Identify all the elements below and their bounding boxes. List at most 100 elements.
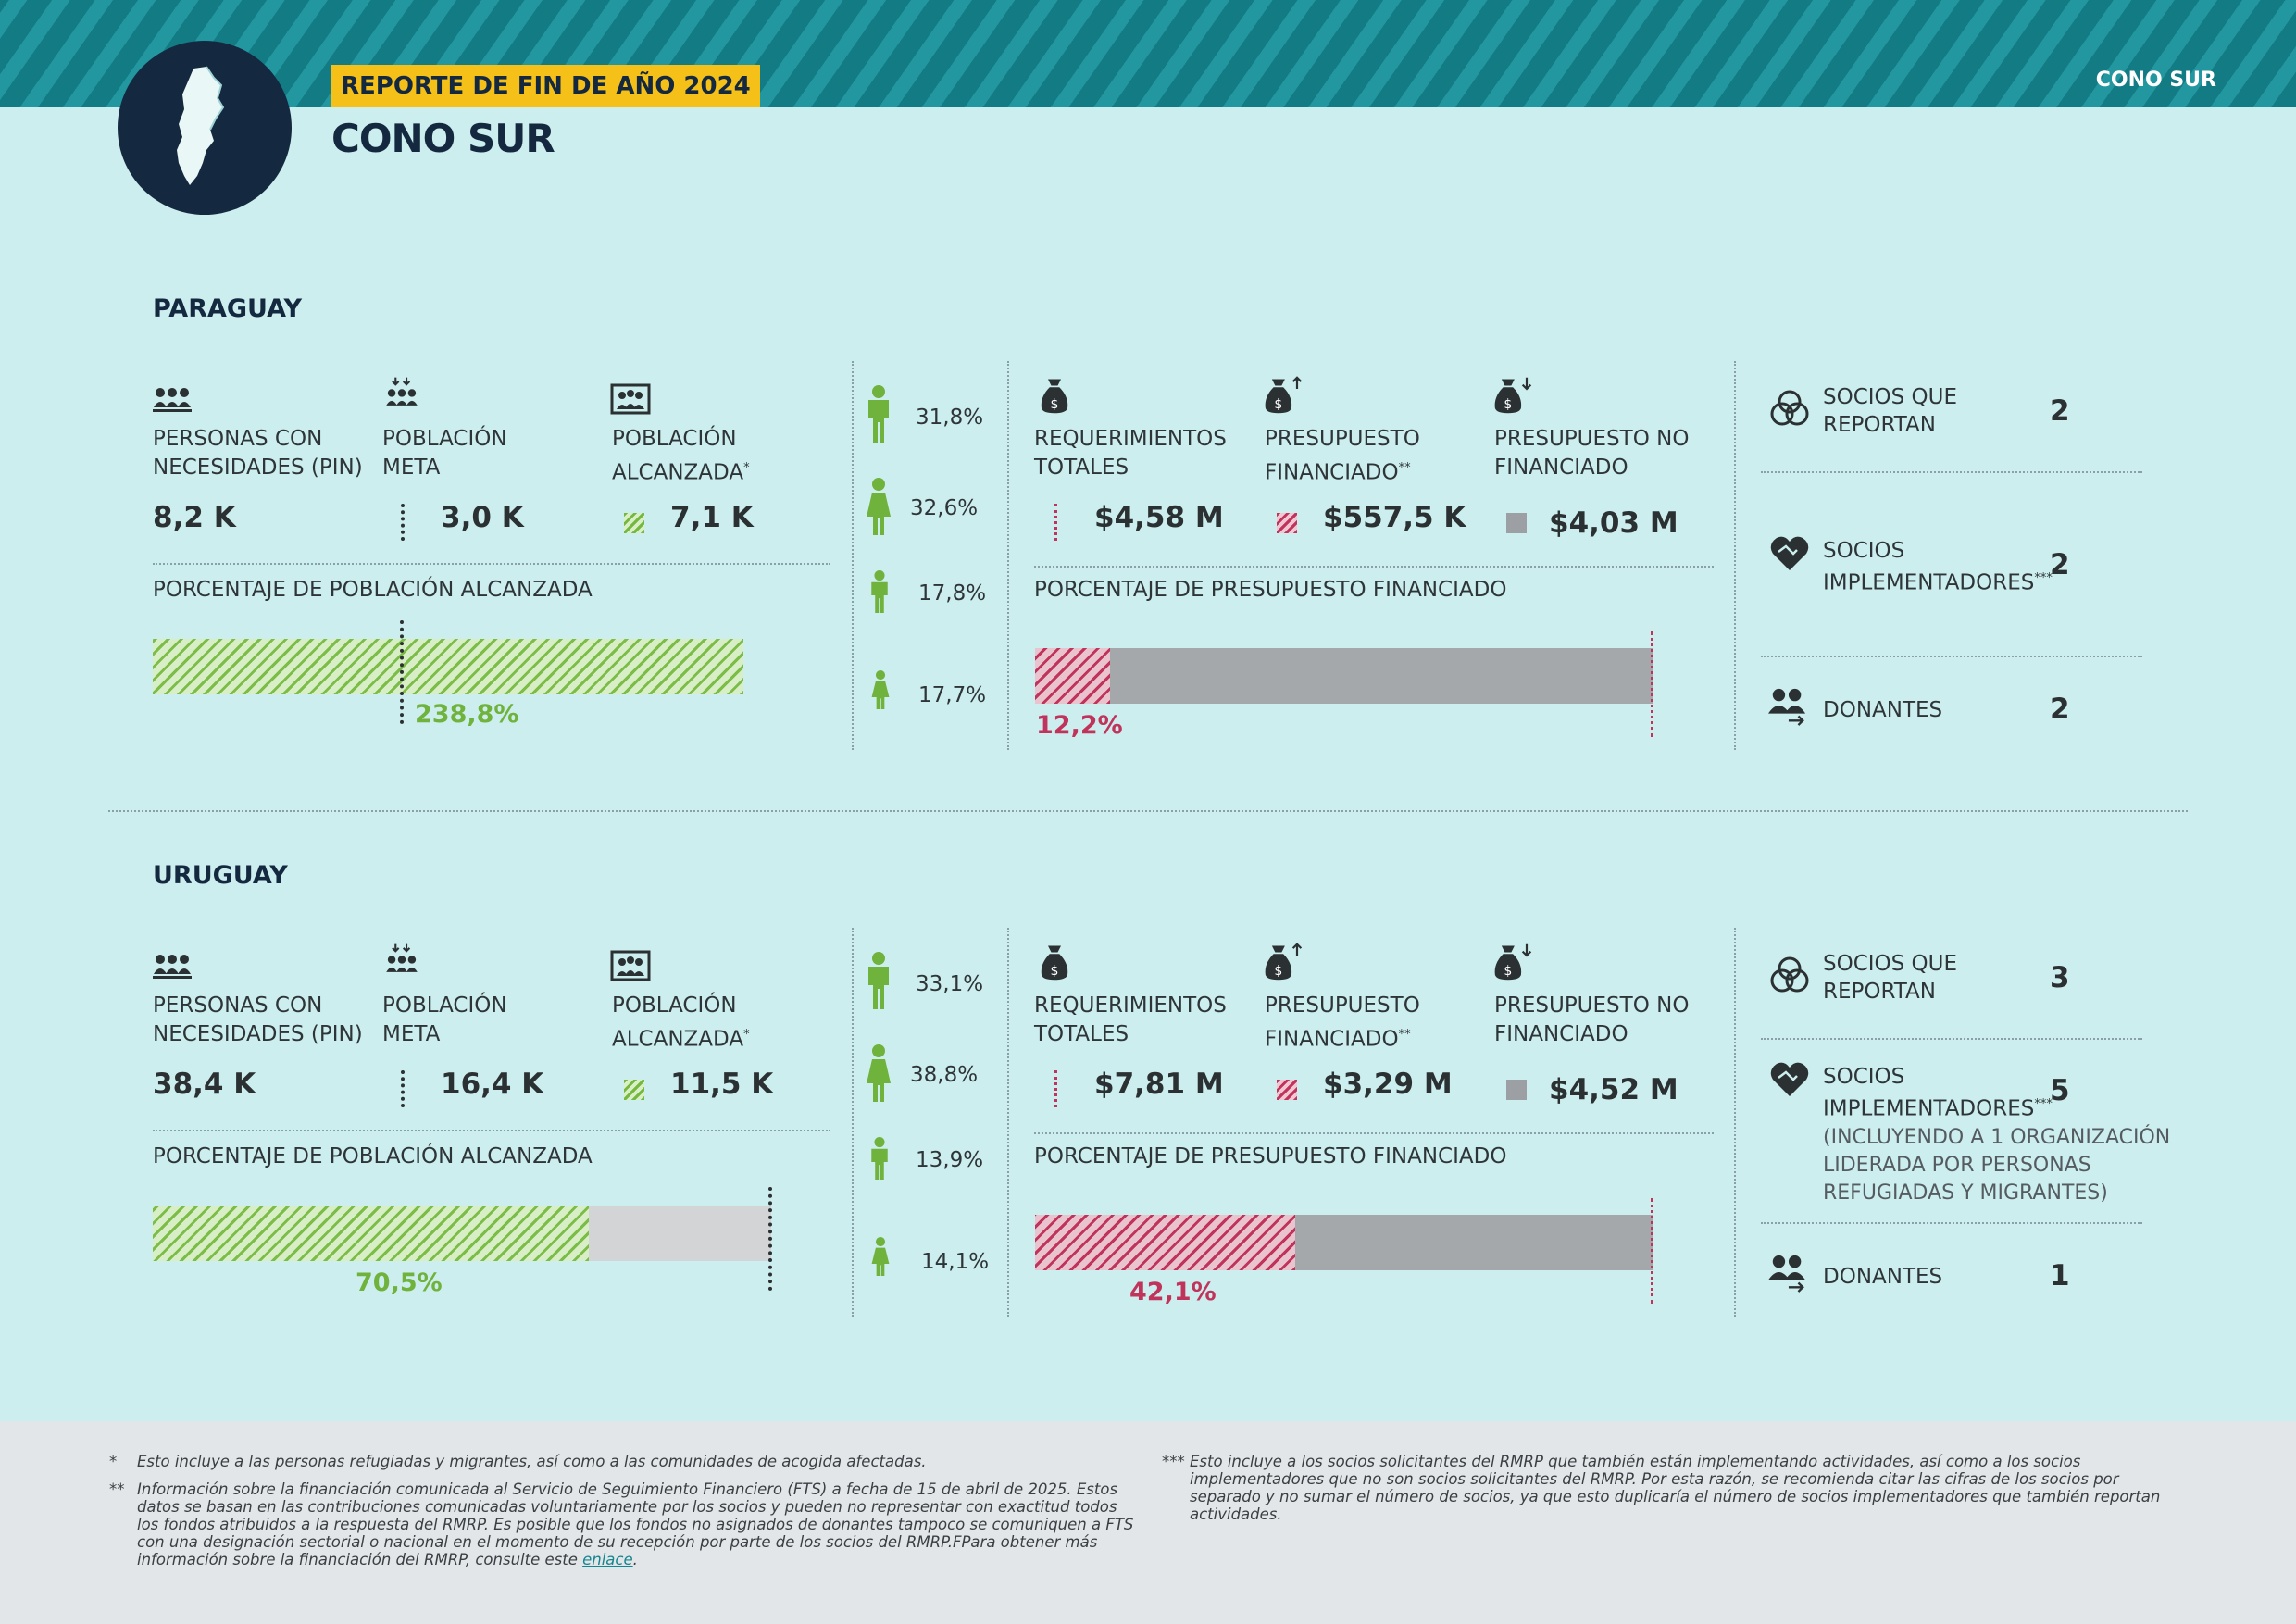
footnote-1: * Esto incluye a las personas refugiadas … xyxy=(109,1453,927,1470)
requirements-value: $7,81 M xyxy=(1094,1068,1224,1101)
money-bag-icon: $ xyxy=(1041,945,1068,981)
funded-value: $557,5 K xyxy=(1323,501,1466,534)
money-bag-up-icon: $ xyxy=(1265,943,1303,981)
funded-pct-value: 42,1% xyxy=(1129,1278,1217,1306)
demo-girls-pct: 14,1% xyxy=(921,1250,990,1274)
divider xyxy=(1007,928,1009,1317)
target-marker xyxy=(401,1070,405,1107)
boy-icon xyxy=(871,1137,888,1180)
people-group-icon xyxy=(153,955,192,979)
divider xyxy=(153,563,830,565)
target-line-marker xyxy=(768,1187,772,1291)
south-america-map-icon xyxy=(177,66,225,185)
target-label: POBLACIÓN META xyxy=(382,993,507,1046)
partners-circles-icon xyxy=(1770,956,1809,993)
reached-value: 7,1 K xyxy=(670,501,754,534)
reached-progress-fill xyxy=(153,639,743,694)
requirements-label: REQUERIMIENTOS TOTALES xyxy=(1034,427,1227,480)
donors-label: DONANTES xyxy=(1823,698,1943,722)
target-line-marker xyxy=(400,620,404,724)
demo-girls-pct: 17,7% xyxy=(918,683,987,707)
money-bag-icon: $ xyxy=(1041,379,1068,414)
reached-pct-label: PORCENTAJE DE POBLACIÓN ALCANZADA xyxy=(153,1144,593,1168)
reached-progress-bar xyxy=(153,1206,771,1261)
demo-boys-pct: 17,8% xyxy=(918,581,987,606)
girl-icon xyxy=(871,1237,890,1276)
unfunded-legend-swatch xyxy=(1506,513,1527,533)
population-reached-icon xyxy=(610,383,651,415)
money-bag-down-icon: $ xyxy=(1494,943,1532,981)
svg-text:$: $ xyxy=(1051,397,1059,412)
reached-legend-swatch xyxy=(624,513,644,533)
unfunded-label: PRESUPUESTO NO FINANCIADO xyxy=(1494,993,1690,1046)
country-section-uruguay: URUGUAY PERSONAS CON NECESIDADES (PIN) 3… xyxy=(0,861,2296,1380)
target-value: 3,0 K xyxy=(441,501,524,534)
unfunded-value: $4,52 M xyxy=(1549,1073,1678,1106)
handshake-heart-icon xyxy=(1770,536,1809,570)
reached-pct-value: 238,8% xyxy=(415,700,519,729)
pin-value: 8,2 K xyxy=(153,501,236,534)
reached-label: POBLACIÓN ALCANZADA* xyxy=(612,427,750,485)
partners-implementing-label: SOCIOS IMPLEMENTADORES*** xyxy=(1823,1065,2053,1121)
svg-text:$: $ xyxy=(1504,397,1512,412)
partners-reporting-label: SOCIOS QUE REPORTAN xyxy=(1823,385,1958,437)
year-badge: REPORTE DE FIN DE AÑO 2024 xyxy=(331,65,760,107)
people-group-icon xyxy=(153,388,192,412)
country-section-paraguay: PARAGUAY PERSONAS CON NECESIDADES (PIN) … xyxy=(0,294,2296,813)
funding-info-link[interactable]: enlace xyxy=(582,1551,633,1568)
reached-value: 11,5 K xyxy=(670,1068,774,1101)
partners-implementing-note: (INCLUYENDO A 1 ORGANIZACIÓN LIDERADA PO… xyxy=(1823,1126,2171,1205)
requirements-marker xyxy=(1054,1070,1058,1107)
page-title: CONO SUR xyxy=(331,116,555,161)
unfunded-value: $4,03 M xyxy=(1549,506,1678,540)
footnote-2: ** Información sobre la financiación comu… xyxy=(109,1480,1134,1568)
funded-pct-value: 12,2% xyxy=(1036,711,1123,740)
reached-legend-swatch xyxy=(624,1080,644,1100)
requirements-value: $4,58 M xyxy=(1094,501,1224,534)
svg-text:$: $ xyxy=(1504,964,1512,979)
demo-men-pct: 31,8% xyxy=(916,406,984,430)
footnote-3: *** Esto incluye a los socios solicitante… xyxy=(1162,1453,2161,1523)
donors-value: 1 xyxy=(2050,1259,2070,1293)
donors-icon xyxy=(1768,1255,1806,1293)
divider xyxy=(1734,928,1736,1317)
partners-implementing-label: SOCIOS IMPLEMENTADORES*** xyxy=(1823,539,2053,595)
footnotes-area: * Esto incluye a las personas refugiadas … xyxy=(0,1421,2296,1624)
donors-label: DONANTES xyxy=(1823,1265,1943,1289)
svg-text:$: $ xyxy=(1051,964,1059,979)
reached-progress-fill xyxy=(153,1206,589,1261)
divider xyxy=(852,361,854,750)
pin-value: 38,4 K xyxy=(153,1068,256,1101)
reached-label: POBLACIÓN ALCANZADA* xyxy=(612,993,750,1052)
demo-women-pct: 32,6% xyxy=(910,496,979,520)
demo-women-pct: 38,8% xyxy=(910,1063,979,1087)
divider xyxy=(1034,566,1714,568)
girl-icon xyxy=(871,670,890,709)
reached-progress-bar xyxy=(153,639,743,694)
demo-men-pct: 33,1% xyxy=(916,972,984,996)
divider xyxy=(1761,656,2142,657)
target-population-icon xyxy=(386,377,418,406)
requirements-line-marker xyxy=(1651,631,1654,737)
divider xyxy=(1761,1038,2142,1040)
target-population-icon xyxy=(386,943,418,972)
man-icon xyxy=(868,952,889,1009)
region-tag: CONO SUR xyxy=(2095,69,2216,92)
funded-pct-label: PORCENTAJE DE PRESUPUESTO FINANCIADO xyxy=(1034,1144,1507,1168)
demo-boys-pct: 13,9% xyxy=(916,1148,984,1172)
funded-legend-swatch xyxy=(1277,1080,1297,1100)
woman-icon xyxy=(867,478,891,535)
population-reached-icon xyxy=(610,950,651,981)
region-map-logo xyxy=(118,41,292,215)
man-icon xyxy=(868,385,889,443)
funded-value: $3,29 M xyxy=(1323,1068,1453,1101)
handshake-heart-icon xyxy=(1770,1062,1809,1096)
pin-label: PERSONAS CON NECESIDADES (PIN) xyxy=(153,427,363,480)
requirements-label: REQUERIMIENTOS TOTALES xyxy=(1034,993,1227,1046)
requirements-line-marker xyxy=(1651,1198,1654,1304)
partners-implementing-value: 2 xyxy=(2050,548,2070,581)
funded-progress-fill xyxy=(1035,648,1110,704)
target-marker xyxy=(401,504,405,541)
partners-circles-icon xyxy=(1770,390,1809,426)
partners-implementing-value: 5 xyxy=(2050,1074,2070,1107)
